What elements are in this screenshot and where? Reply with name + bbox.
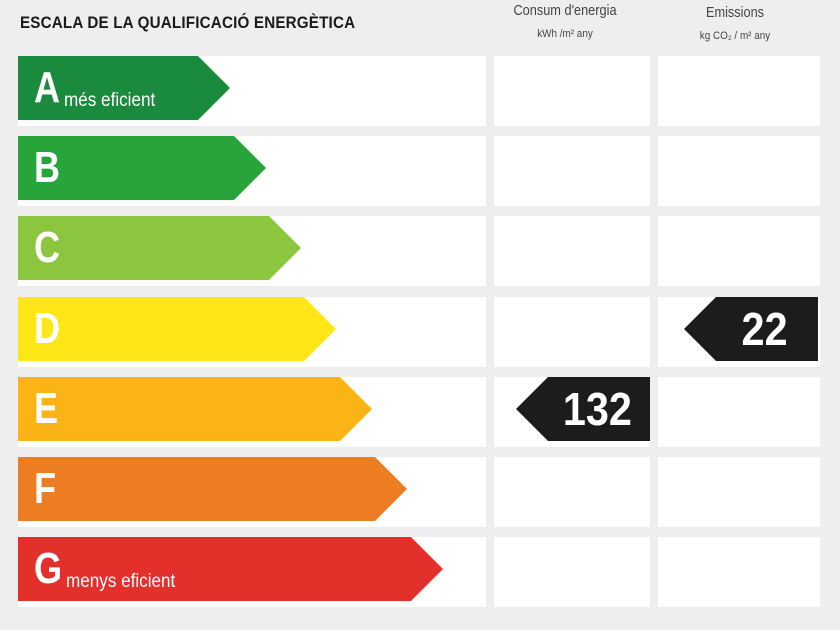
emissions-column-title: Emissions xyxy=(705,4,765,21)
grid-cell xyxy=(658,56,820,126)
band-c-letter: C xyxy=(34,223,61,272)
grid-cell xyxy=(494,457,650,527)
emissions-rating-value: 22 xyxy=(684,297,818,361)
grid-cell xyxy=(658,136,820,206)
grid-cell xyxy=(658,457,820,527)
band-b: B xyxy=(18,136,266,200)
energy-rating-value: 132 xyxy=(516,377,650,441)
band-f-letter: F xyxy=(34,464,57,513)
energy-column-title: Consum d'energia xyxy=(513,2,617,19)
band-g: G menys eficient xyxy=(18,537,443,601)
band-f: F xyxy=(18,457,407,521)
grid-cell xyxy=(658,377,820,447)
energy-column-unit: kWh /m² any xyxy=(537,28,593,40)
band-b-letter: B xyxy=(34,143,61,192)
emissions-column-unit: kg CO₂ / m² any xyxy=(699,30,771,42)
band-e: E xyxy=(18,377,372,441)
label-title: ESCALA DE LA QUALIFICACIÓ ENERGÈTICA xyxy=(20,14,356,32)
band-g-letter: G xyxy=(34,544,63,593)
energy-column-header: Consum d'energia kWh /m² any xyxy=(490,2,640,42)
emissions-column-header: Emissions kg CO₂ / m² any xyxy=(660,4,810,44)
grid-cell xyxy=(494,56,650,126)
grid-cell xyxy=(494,216,650,286)
emissions-rating-number: 22 xyxy=(741,303,789,355)
band-a-letter: A xyxy=(34,63,61,112)
band-a: A més eficient xyxy=(18,56,230,120)
energy-rating-number: 132 xyxy=(562,383,632,435)
band-c: C xyxy=(18,216,301,280)
band-d: D xyxy=(18,297,336,361)
grid-cell xyxy=(494,537,650,607)
band-g-description: menys eficient xyxy=(66,571,176,592)
band-d-letter: D xyxy=(34,304,61,353)
band-a-description: més eficient xyxy=(63,90,156,111)
grid-cell xyxy=(494,297,650,367)
band-e-letter: E xyxy=(34,384,59,433)
grid-cell xyxy=(658,216,820,286)
grid-cell xyxy=(658,537,820,607)
grid-cell xyxy=(494,136,650,206)
